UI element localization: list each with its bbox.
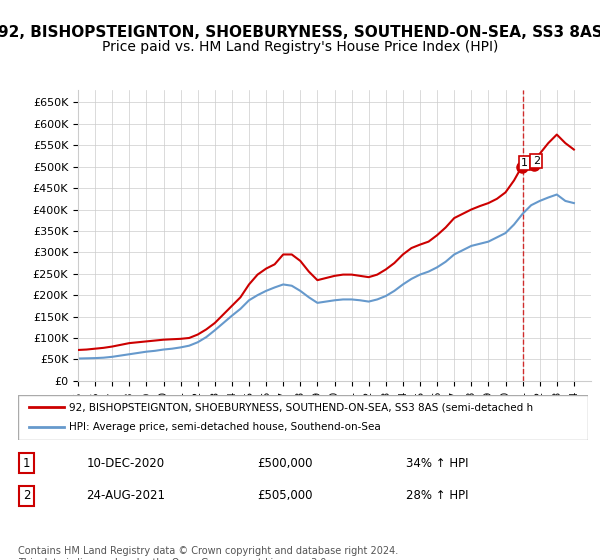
Text: HPI: Average price, semi-detached house, Southend-on-Sea: HPI: Average price, semi-detached house,…	[70, 422, 381, 432]
Text: 24-AUG-2021: 24-AUG-2021	[86, 489, 166, 502]
FancyBboxPatch shape	[18, 395, 588, 440]
Text: 28% ↑ HPI: 28% ↑ HPI	[406, 489, 468, 502]
Text: 2: 2	[533, 156, 540, 166]
Text: Contains HM Land Registry data © Crown copyright and database right 2024.
This d: Contains HM Land Registry data © Crown c…	[18, 546, 398, 560]
Text: 92, BISHOPSTEIGNTON, SHOEBURYNESS, SOUTHEND-ON-SEA, SS3 8AS: 92, BISHOPSTEIGNTON, SHOEBURYNESS, SOUTH…	[0, 25, 600, 40]
Text: 34% ↑ HPI: 34% ↑ HPI	[406, 456, 468, 470]
Text: 92, BISHOPSTEIGNTON, SHOEBURYNESS, SOUTHEND-ON-SEA, SS3 8AS (semi-detached h: 92, BISHOPSTEIGNTON, SHOEBURYNESS, SOUTH…	[70, 402, 533, 412]
Text: 1: 1	[23, 456, 30, 470]
Text: 10-DEC-2020: 10-DEC-2020	[86, 456, 164, 470]
Text: £500,000: £500,000	[257, 456, 313, 470]
Text: Price paid vs. HM Land Registry's House Price Index (HPI): Price paid vs. HM Land Registry's House …	[102, 40, 498, 54]
Text: £505,000: £505,000	[257, 489, 313, 502]
Text: 2: 2	[23, 489, 30, 502]
Text: 1: 1	[521, 158, 528, 168]
